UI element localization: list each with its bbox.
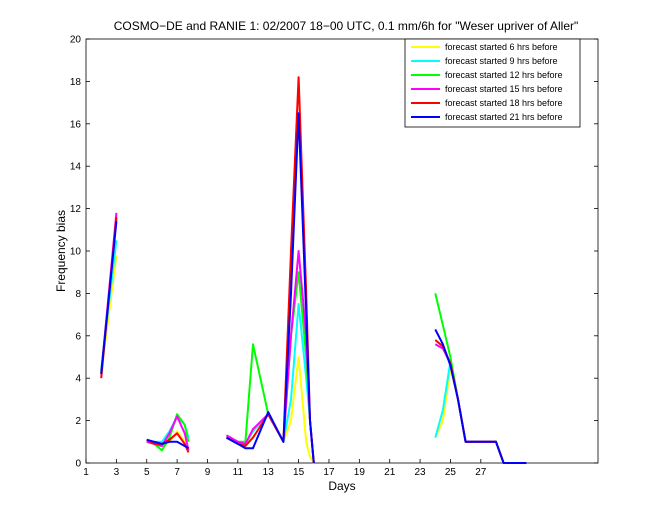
x-tick-label: 19 (354, 467, 366, 478)
legend-label: forecast started 6 hrs before (445, 42, 558, 52)
y-tick-label: 2 (75, 416, 81, 427)
y-tick-label: 6 (75, 331, 81, 342)
x-tick-label: 3 (114, 467, 120, 478)
y-tick-label: 20 (70, 35, 82, 46)
y-tick-label: 16 (70, 119, 82, 130)
series-line (100, 112, 527, 464)
x-tick-label: 11 (233, 467, 244, 478)
legend-label: forecast started 9 hrs before (445, 56, 558, 66)
y-tick-label: 8 (75, 289, 81, 300)
x-tick-label: 1 (83, 467, 89, 478)
x-axis: 1 3 5 7 9 11 13 15 17 19 21 23 25 27 (83, 459, 487, 478)
x-tick-label: 25 (445, 467, 457, 478)
series-lines (100, 76, 527, 464)
x-tick-label: 17 (323, 467, 335, 478)
y-tick-label: 10 (70, 247, 82, 258)
y-tick-label: 12 (70, 204, 82, 215)
x-axis-label: Days (328, 479, 355, 493)
x-tick-label: 23 (415, 467, 427, 478)
series-segment (146, 438, 190, 450)
legend-box (404, 38, 581, 128)
x-tick-label: 21 (384, 467, 396, 478)
y-tick-label: 14 (70, 162, 82, 173)
legend-label: forecast started 21 hrs before (445, 112, 563, 122)
legend-label: forecast started 18 hrs before (445, 98, 563, 108)
y-tick-label: 18 (70, 77, 82, 88)
y-tick-label: 4 (75, 374, 81, 385)
y-axis: 0 2 4 6 8 10 12 14 16 18 20 (70, 35, 598, 470)
x-tick-label: 9 (205, 467, 211, 478)
legend-label: forecast started 12 hrs before (445, 70, 563, 80)
x-tick-label: 27 (475, 467, 487, 478)
y-tick-label: 0 (75, 459, 81, 470)
chart-title: COSMO−DE and RANIE 1: 02/2007 18−00 UTC,… (114, 19, 579, 33)
legend: forecast started 6 hrs before forecast st… (404, 38, 581, 128)
series-segment (226, 112, 315, 464)
x-tick-label: 15 (293, 467, 305, 478)
y-axis-label: Frequency bias (54, 210, 68, 292)
x-tick-label: 5 (144, 467, 150, 478)
legend-label: forecast started 15 hrs before (445, 84, 563, 94)
x-tick-label: 13 (263, 467, 275, 478)
series-segment (100, 221, 118, 375)
series-segment (146, 432, 190, 453)
series-segment (434, 328, 527, 464)
x-tick-label: 7 (174, 467, 180, 478)
